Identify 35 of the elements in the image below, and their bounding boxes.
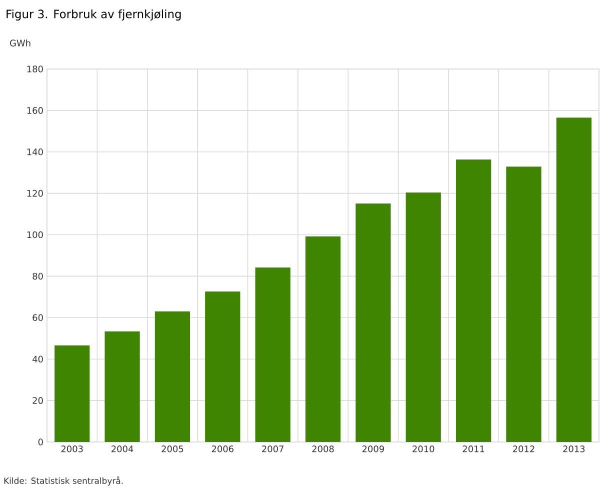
x-tick-label: 2008	[312, 446, 334, 452]
x-tick-label: 2011	[462, 446, 484, 452]
bar	[406, 192, 441, 442]
y-tick-label: 160	[27, 107, 43, 114]
y-tick-label: 60	[32, 314, 43, 322]
x-tick-label: 2005	[162, 446, 184, 452]
bar	[255, 268, 290, 442]
y-tick-label: 0	[38, 438, 43, 446]
bar	[305, 236, 341, 442]
x-tick-label: 2012	[512, 446, 534, 452]
chart-title: Figur 3. Forbruk av fjernkjøling	[6, 9, 181, 21]
x-tick-label: 2010	[412, 446, 434, 452]
y-tick-label: 140	[27, 148, 43, 156]
bar	[506, 166, 542, 442]
x-tick-label: 2006	[212, 446, 234, 452]
bar	[205, 292, 240, 442]
y-tick-label: 80	[32, 272, 43, 280]
x-tick-label: 2009	[362, 446, 384, 452]
y-tick-label: 180	[27, 66, 43, 72]
text: Kilde: Statistisk sentralbyrå.	[4, 476, 123, 486]
x-tick-label: 2003	[61, 446, 83, 452]
y-axis-title: GWh	[10, 40, 30, 46]
y-tick-label: 100	[27, 231, 43, 238]
bar	[54, 345, 90, 442]
x-tick-label: 2013	[563, 446, 585, 452]
bar	[456, 160, 492, 442]
bar	[104, 331, 140, 442]
bar	[556, 118, 592, 442]
bar	[356, 203, 391, 442]
y-tick-label: 20	[32, 397, 43, 404]
bar	[154, 311, 190, 442]
y-tick-label: 120	[27, 190, 43, 197]
x-tick-label: 2007	[262, 446, 284, 452]
y-tick-label: 40	[32, 356, 43, 362]
x-tick-label: 2004	[112, 446, 134, 452]
